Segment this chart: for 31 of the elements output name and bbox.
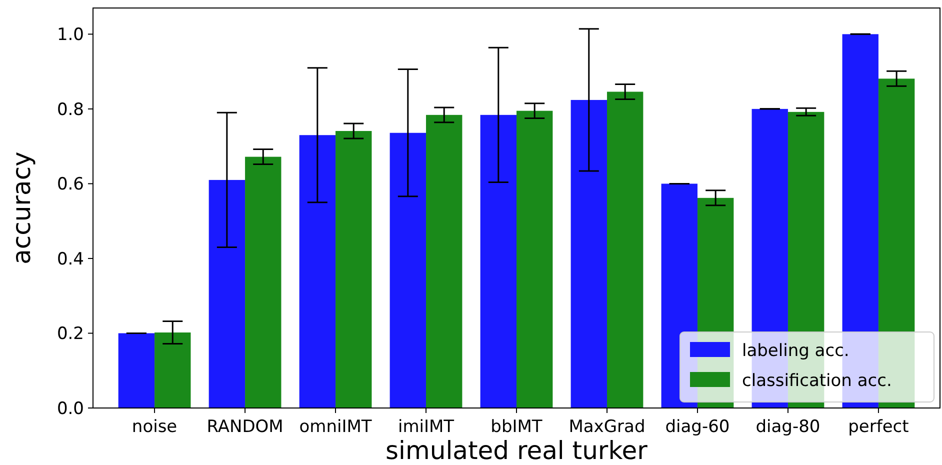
bar [208,180,246,408]
bar [606,92,644,408]
x-tick-label: omniIMT [299,417,372,437]
x-tick-label: diag-60 [665,417,730,437]
y-tick-label: 0.2 [56,324,84,344]
bar [245,156,282,408]
x-tick-label: bbIMT [490,417,543,437]
y-tick-label: 1.0 [56,25,84,46]
x-axis-title: simulated real turker [386,436,648,465]
y-axis-title: accuracy [7,151,36,264]
bar [570,100,607,408]
x-tick-label: imiIMT [398,417,455,437]
bar [118,333,155,408]
x-tick-label: perfect [848,417,910,437]
x-tick-label: noise [132,417,178,437]
bar [154,332,191,408]
y-tick-label: 0.0 [56,398,84,419]
bar [516,110,553,408]
bar [480,114,516,408]
x-tick-label: RANDOM [206,417,284,437]
legend-label: classification acc. [742,370,892,391]
y-tick-label: 0.8 [56,100,84,120]
bar [426,114,462,408]
x-tick-label: diag-80 [756,417,820,437]
y-tick-label: 0.4 [56,249,84,270]
legend-label: labeling acc. [742,340,850,361]
bar [390,132,426,408]
bar [299,135,336,408]
x-tick-label: MaxGrad [568,417,646,437]
y-tick-label: 0.6 [56,174,84,195]
bar [336,130,372,408]
